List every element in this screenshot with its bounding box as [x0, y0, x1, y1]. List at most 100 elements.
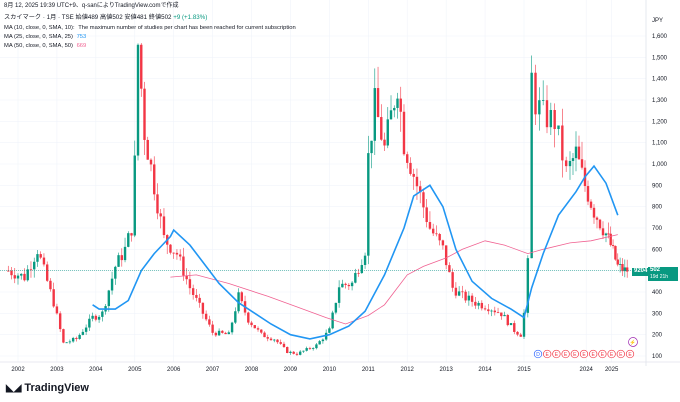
- candle: [166, 234, 169, 255]
- candle-body: [470, 295, 474, 302]
- candle: [580, 141, 584, 170]
- candle: [477, 300, 480, 310]
- candle: [431, 223, 435, 236]
- candle-body: [493, 310, 497, 313]
- candle: [117, 252, 120, 268]
- candle: [360, 259, 364, 274]
- candle: [185, 268, 188, 285]
- candle-body: [457, 291, 461, 296]
- candle-body: [490, 310, 493, 312]
- candle-body: [370, 140, 373, 154]
- dividend-icon[interactable]: D: [533, 349, 543, 359]
- candle: [363, 252, 367, 269]
- candle: [263, 331, 266, 338]
- candle-body: [571, 158, 575, 161]
- earnings-icon[interactable]: E: [589, 349, 598, 359]
- candle: [598, 218, 602, 231]
- time-tick-label: 2024: [580, 367, 594, 373]
- candle-body: [26, 269, 29, 281]
- candle-body: [538, 100, 541, 115]
- price-tick-label: 200: [652, 333, 663, 339]
- candle: [191, 284, 195, 300]
- candle-body: [595, 217, 599, 220]
- bar-countdown: 19d 21h: [650, 274, 669, 280]
- candle: [601, 221, 605, 239]
- candle: [201, 302, 205, 319]
- candle: [175, 249, 179, 260]
- candle-body: [136, 44, 140, 156]
- time-tick-label: 2010: [323, 367, 337, 373]
- candle: [526, 255, 530, 318]
- candle: [545, 85, 549, 134]
- price-tick-label: 1,400: [652, 77, 668, 83]
- earnings-icon[interactable]: E: [552, 349, 561, 359]
- candle-body: [195, 294, 198, 298]
- price-tick-label: 1,600: [652, 34, 668, 40]
- candle-body: [461, 291, 464, 293]
- candle-body: [549, 109, 553, 128]
- close-price-badge: 9204: [632, 268, 650, 276]
- candle-body: [146, 139, 149, 160]
- candle: [273, 338, 276, 343]
- earnings-icon[interactable]: E: [579, 349, 589, 359]
- candle: [39, 251, 42, 260]
- candle-body: [279, 342, 282, 344]
- currency-unit: JPY: [652, 18, 664, 24]
- candle-body: [448, 265, 451, 273]
- candle-body: [604, 233, 608, 236]
- candle-body: [204, 313, 208, 320]
- candle: [354, 268, 357, 284]
- candle: [302, 350, 305, 354]
- candle-body: [526, 258, 530, 313]
- candle-body: [110, 278, 114, 291]
- candle: [549, 102, 553, 135]
- event-icon-label: E: [619, 352, 623, 358]
- candle-body: [240, 292, 244, 302]
- candle-body: [534, 72, 537, 115]
- earnings-icon[interactable]: E: [616, 349, 625, 359]
- candle-body: [153, 164, 156, 195]
- candle: [625, 259, 629, 278]
- candle-body: [487, 309, 490, 312]
- earnings-icon[interactable]: E: [598, 349, 607, 359]
- candle-body: [383, 139, 386, 146]
- earnings-icon[interactable]: E: [561, 349, 570, 359]
- earnings-icon[interactable]: E: [570, 349, 579, 359]
- candle-body: [451, 272, 454, 288]
- candle: [298, 350, 302, 356]
- candle-body: [156, 194, 159, 214]
- candle: [49, 278, 52, 292]
- study-value: 669: [76, 43, 87, 49]
- candle-body: [62, 329, 65, 343]
- candle: [334, 302, 338, 315]
- time-tick-label: 2009: [284, 367, 298, 373]
- earnings-icon[interactable]: E: [607, 349, 616, 359]
- candle-body: [120, 255, 123, 261]
- info-icon[interactable]: ⚡: [628, 337, 638, 347]
- study-ma10[interactable]: MA (10, close, 0, SMA, 10): The maximum …: [4, 25, 296, 31]
- candle-body: [553, 109, 556, 130]
- candle-body: [75, 337, 78, 339]
- candle: [519, 332, 522, 337]
- tradingview-logo[interactable]: ◣◢ TradingView: [6, 382, 89, 394]
- candle: [516, 331, 519, 337]
- study-ma25[interactable]: MA (25, close, 0, SMA, 25) 753: [4, 33, 86, 41]
- candle-body: [621, 264, 624, 272]
- candle: [380, 104, 383, 141]
- candle-body: [55, 306, 59, 314]
- earnings-icon[interactable]: E: [625, 349, 635, 359]
- candle: [234, 307, 237, 324]
- candle-body: [580, 159, 584, 168]
- candle-body: [269, 338, 273, 341]
- tradingview-logo-icon: ◣◢: [6, 383, 22, 394]
- earnings-icon[interactable]: E: [543, 349, 552, 359]
- candle: [577, 135, 581, 160]
- candle-body: [263, 332, 266, 338]
- study-ma50[interactable]: MA (50, close, 0, SMA, 50) 669: [4, 42, 86, 50]
- candle-body: [198, 297, 201, 303]
- candle-body: [68, 341, 72, 343]
- time-tick-label: 2006: [167, 367, 181, 373]
- candle-body: [347, 284, 351, 287]
- candle-body: [107, 290, 111, 307]
